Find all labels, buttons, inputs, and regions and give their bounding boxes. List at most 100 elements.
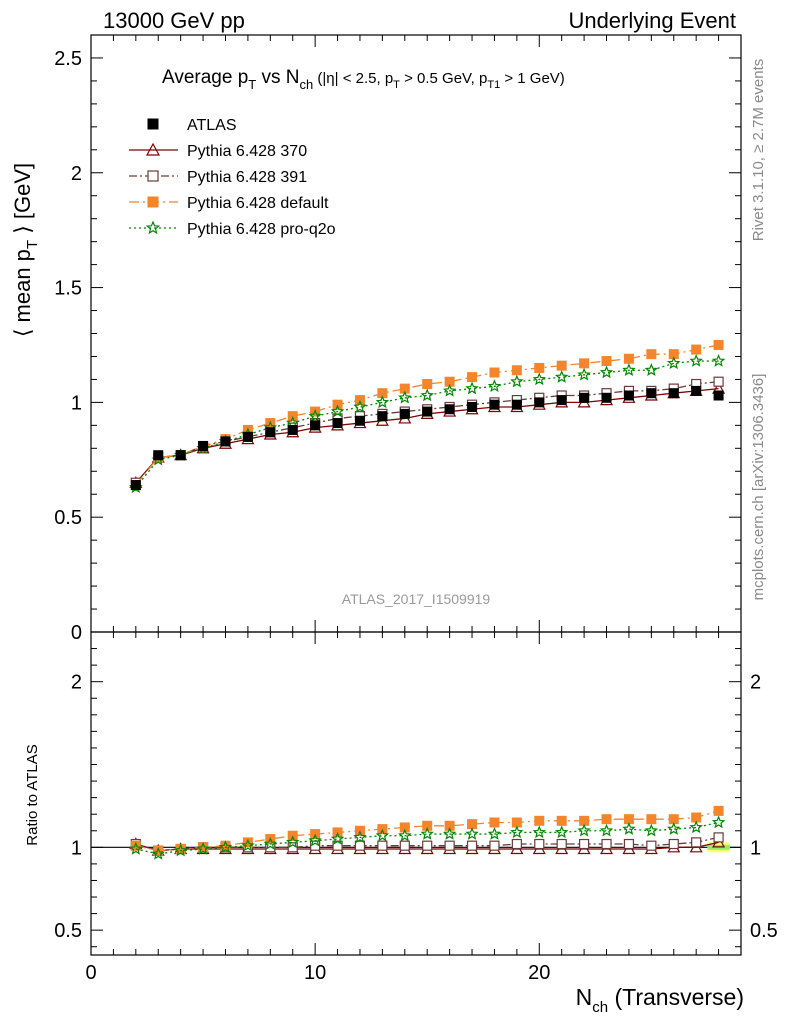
- data-point: [713, 390, 724, 401]
- data-point: [241, 838, 255, 852]
- legend-label: Pythia 6.428 391: [187, 169, 307, 186]
- data-point: [354, 415, 365, 426]
- data-point: [442, 383, 457, 397]
- legend-label: Pythia 6.428 pro-q2o: [187, 221, 336, 238]
- data-point: [308, 833, 322, 847]
- ratio-y-tick-label-right: 0.5: [750, 920, 778, 942]
- data-point: [556, 395, 567, 406]
- data-point: [646, 388, 657, 399]
- y-axis-label: ⟨ mean pT ⟩ [GeV]: [10, 163, 41, 337]
- data-point: [599, 823, 614, 837]
- data-point: [198, 441, 209, 452]
- data-point: [399, 408, 410, 419]
- data-point: [711, 353, 726, 367]
- data-point: [242, 837, 253, 848]
- data-point: [599, 365, 614, 379]
- data-point: [145, 142, 161, 156]
- data-point: [601, 356, 612, 367]
- data-point: [711, 815, 726, 829]
- data-point: [287, 424, 298, 435]
- legend-label: Pythia 6.428 default: [187, 195, 329, 212]
- data-point: [556, 360, 567, 371]
- data-point: [353, 830, 367, 844]
- data-point: [667, 356, 681, 370]
- data-point: [691, 344, 702, 355]
- data-point: [579, 838, 590, 850]
- ratio-y-tick-label: 0.5: [54, 920, 82, 942]
- data-point: [147, 170, 159, 182]
- data-point: [534, 838, 545, 850]
- data-point: [689, 820, 703, 834]
- data-point: [534, 815, 545, 826]
- data-point: [130, 480, 141, 491]
- data-point: [667, 822, 681, 835]
- data-point: [622, 822, 636, 835]
- data-point: [511, 399, 522, 410]
- data-point: [422, 379, 433, 390]
- data-point: [489, 840, 500, 851]
- ratio-series-line: [135, 810, 719, 852]
- data-point: [444, 820, 455, 831]
- ratio-y-tick-label-right: 2: [750, 672, 761, 694]
- data-point: [287, 842, 298, 853]
- data-point: [196, 841, 210, 855]
- data-point: [510, 825, 524, 839]
- y-tick-label: 0.5: [54, 507, 82, 529]
- x-tick-label: 20: [528, 962, 550, 984]
- y-tick-label: 2.5: [54, 48, 82, 70]
- data-point: [556, 838, 567, 850]
- legend-label: ATLAS: [187, 117, 237, 134]
- data-point: [489, 367, 500, 378]
- data-point: [579, 358, 590, 369]
- data-point: [713, 805, 724, 816]
- data-point: [153, 450, 164, 461]
- header-right-label: Underlying Event: [568, 8, 736, 33]
- x-tick-label: 0: [85, 962, 96, 984]
- data-point: [556, 815, 567, 826]
- ratio-series-group: [129, 805, 726, 860]
- y-tick-label: 2: [71, 163, 82, 185]
- data-point: [646, 814, 657, 825]
- ratio-y-axis-label: Ratio to ATLAS: [24, 744, 41, 845]
- data-point: [534, 362, 545, 373]
- rivet-version-label: Rivet 3.1.10, ≥ 2.7M events: [750, 59, 767, 242]
- data-point: [153, 845, 164, 856]
- data-point: [147, 196, 159, 208]
- data-point: [534, 397, 545, 408]
- ratio-plot-frame: [90, 631, 742, 956]
- data-point: [130, 840, 141, 851]
- data-point: [489, 817, 500, 828]
- data-point: [601, 392, 612, 403]
- data-point: [489, 399, 500, 410]
- data-point: [399, 822, 410, 833]
- data-point: [601, 814, 612, 825]
- data-point: [442, 827, 457, 840]
- data-point: [242, 431, 253, 442]
- data-point: [308, 409, 322, 422]
- data-point: [579, 392, 590, 403]
- data-point: [377, 840, 388, 851]
- y-tick-label: 0: [71, 622, 82, 644]
- legend-label: Pythia 6.428 370: [187, 143, 307, 160]
- data-point: [623, 838, 635, 850]
- data-point: [330, 404, 345, 418]
- header-left-label: 13000 GeV pp: [103, 8, 245, 33]
- data-point: [444, 840, 455, 851]
- data-point: [691, 837, 702, 848]
- data-point: [147, 118, 159, 130]
- data-point: [420, 388, 434, 402]
- main-series-group: [129, 339, 726, 494]
- data-point: [554, 370, 569, 383]
- data-point: [622, 363, 636, 376]
- data-point: [623, 390, 634, 401]
- y-tick-label: 1: [71, 392, 82, 414]
- data-point: [310, 420, 321, 431]
- data-point: [332, 418, 343, 429]
- data-point: [422, 820, 433, 831]
- data-point: [713, 832, 724, 843]
- data-point: [465, 827, 479, 840]
- data-point: [487, 379, 502, 393]
- data-point: [444, 404, 455, 415]
- data-point: [646, 840, 657, 851]
